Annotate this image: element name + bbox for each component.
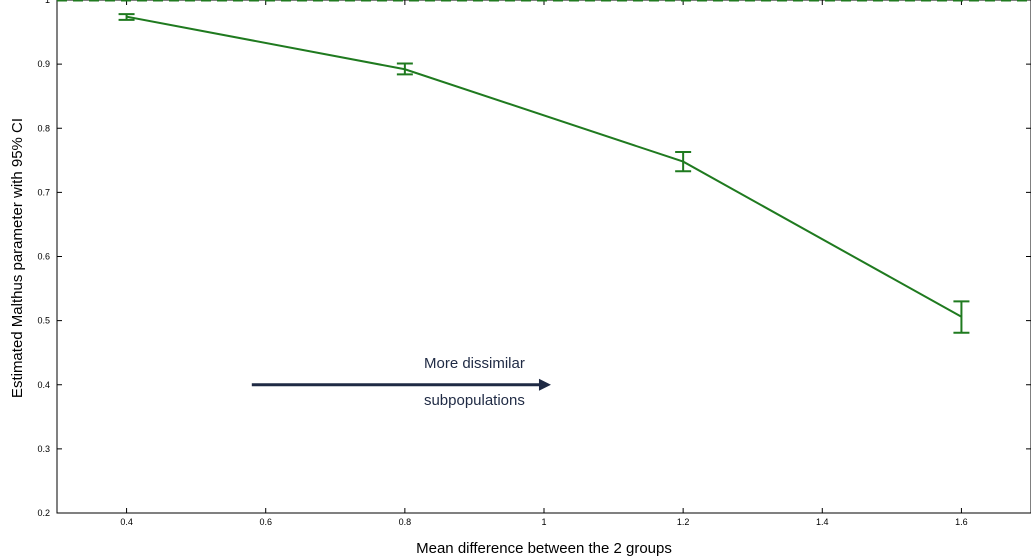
annotation-text-line-1: More dissimilar (424, 355, 525, 372)
x-tick-label: 1 (541, 517, 546, 527)
annotation-text-line-2: subpopulations (424, 392, 525, 409)
x-axis-title: Mean difference between the 2 groups (416, 540, 672, 557)
y-axis-title: Estimated Malthus parameter with 95% CI (9, 118, 26, 398)
x-tick-label: 1.6 (955, 517, 968, 527)
y-tick-label: 1 (45, 0, 50, 5)
axis-ticks: 0.4 0.6 0.8 1 1.2 1.4 1.6 0.2 0.3 0.4 0.5 0.6 0.7 0.8… (37, 0, 1031, 527)
x-tick-label: 0.8 (399, 517, 412, 527)
annotation-arrow-head (538, 378, 551, 391)
x-tick-label: 1.4 (816, 517, 829, 527)
x-tick-label: 0.4 (120, 517, 133, 527)
annotation-group: More dissimilar subpopulations (251, 355, 551, 409)
series-group (118, 13, 970, 334)
y-tick-label: 0.7 (37, 187, 50, 197)
y-tick-label: 0.5 (37, 316, 50, 326)
x-tick-label: 0.6 (259, 517, 272, 527)
x-tick-label: 1.2 (677, 517, 690, 527)
y-tick-label: 0.3 (37, 444, 50, 454)
series-line (126, 15, 962, 318)
y-tick-label: 0.2 (37, 508, 50, 518)
plot-frame (56, 0, 1031, 514)
y-tick-label: 0.6 (37, 252, 50, 262)
y-tick-label: 0.9 (37, 59, 50, 69)
y-tick-label: 0.4 (37, 380, 50, 390)
y-tick-label: 0.8 (37, 123, 50, 133)
